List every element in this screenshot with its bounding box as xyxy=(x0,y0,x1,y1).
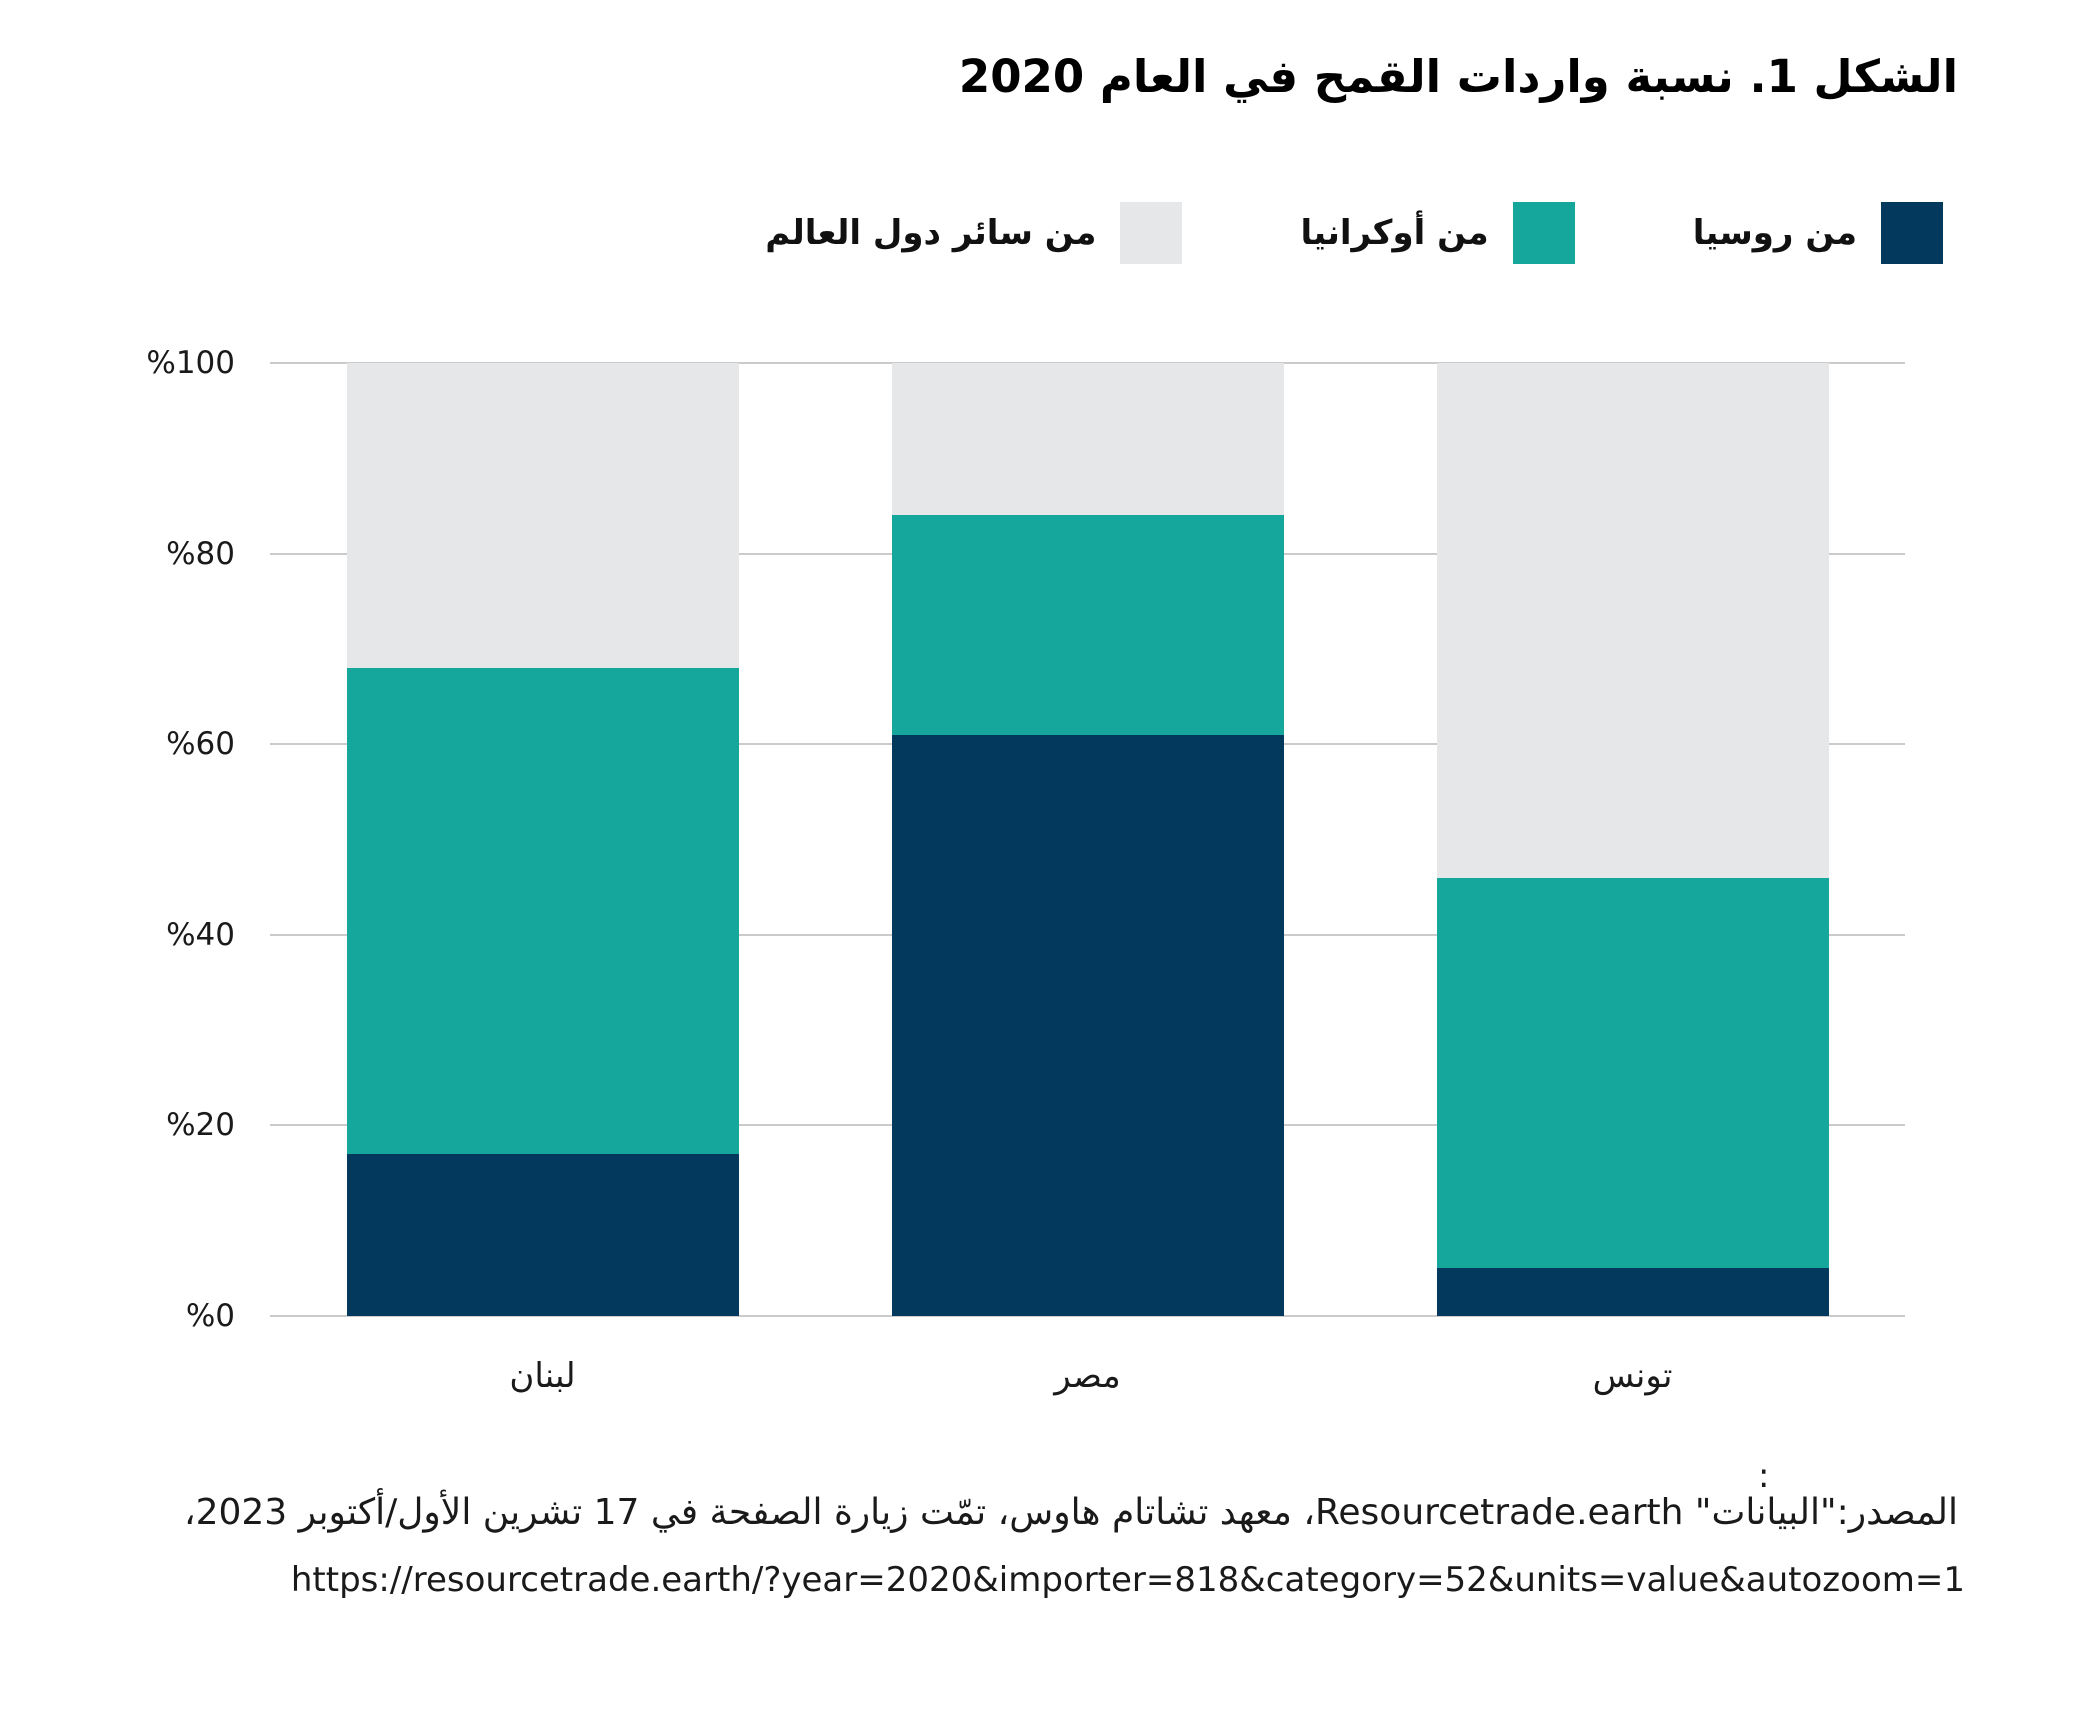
source-url: https://resourcetrade.earth/?year=2020&i… xyxy=(290,1560,1965,1600)
source-text: المصدر:"البيانات" Resourcetrade.earth، م… xyxy=(183,1492,1958,1533)
x-axis-category-label: مصر xyxy=(1054,1356,1121,1396)
stacked-bar xyxy=(891,363,1284,1316)
bar-segment xyxy=(891,363,1284,516)
y-axis-tick-label: %0 xyxy=(185,1298,235,1334)
y-axis-tick-label: %100 xyxy=(146,345,235,381)
y-axis-tick-label: %20 xyxy=(166,1107,235,1144)
bar-segment xyxy=(891,515,1284,735)
stacked-bar xyxy=(1436,363,1829,1316)
legend-swatch xyxy=(1120,202,1183,264)
x-axis-category-label: لبنان xyxy=(509,1356,576,1396)
legend-swatch xyxy=(1512,202,1575,264)
legend-item: من روسيا xyxy=(1693,202,1943,264)
stray-colon: : xyxy=(1758,1456,1770,1496)
chart-title: الشكل 1. نسبة واردات القمح في العام 2020 xyxy=(958,50,1958,103)
bar-segment xyxy=(346,363,739,668)
bar-segment xyxy=(346,667,739,1154)
legend-item: من أوكرانيا xyxy=(1300,202,1575,264)
legend-label: من روسيا xyxy=(1692,213,1857,253)
bar-segment xyxy=(346,1153,739,1316)
legend-swatch xyxy=(1881,202,1943,264)
x-axis-category-label: تونس xyxy=(1592,1356,1673,1396)
y-axis-tick-label: %80 xyxy=(166,535,235,572)
stacked-bar xyxy=(346,363,739,1316)
x-axis-line xyxy=(270,1315,1905,1317)
bar-segment xyxy=(1436,363,1829,878)
bar-segment xyxy=(1436,1268,1829,1316)
legend-label: من أوكرانيا xyxy=(1300,213,1489,253)
y-axis-tick-label: %60 xyxy=(166,726,235,763)
legend-label: من سائر دول العالم xyxy=(765,213,1097,253)
bar-segment xyxy=(1436,877,1829,1269)
y-axis-tick-label: %40 xyxy=(166,916,235,953)
bar-segment xyxy=(891,734,1284,1316)
plot-area: %0 %20 %40 %60 %80 %100 لبنان مصر تونس xyxy=(146,345,1905,1396)
legend: من روسيا من أوكرانيا من سائر دول العالم xyxy=(765,202,1943,264)
legend-item: من سائر دول العالم xyxy=(765,202,1183,264)
